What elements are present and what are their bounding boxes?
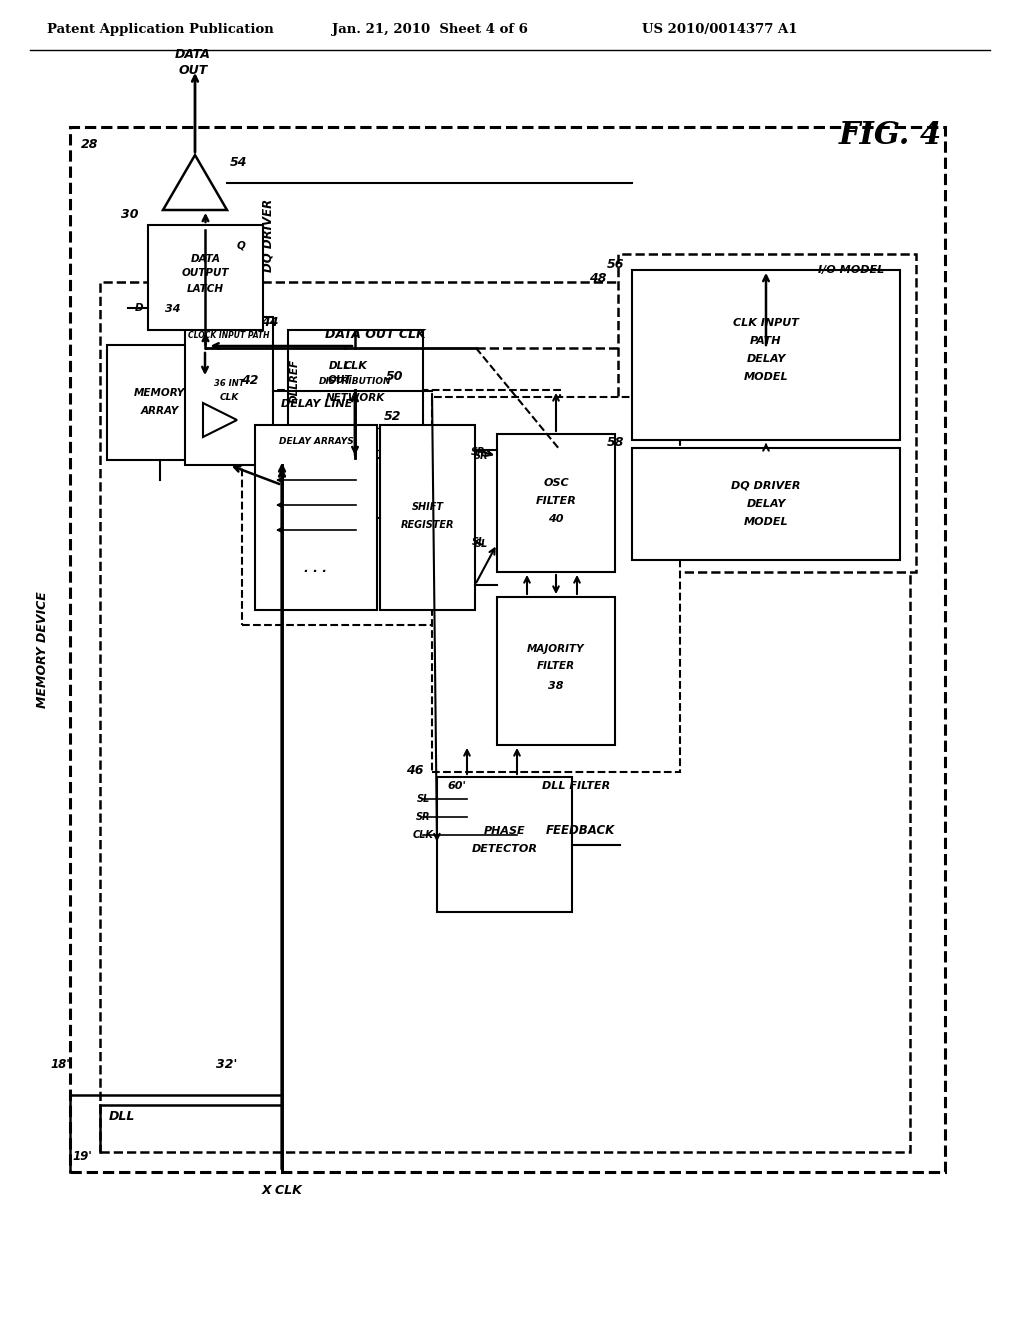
Text: 38: 38 (548, 681, 564, 690)
Text: 50: 50 (386, 370, 403, 383)
Text: MODEL: MODEL (743, 517, 788, 527)
Bar (242, 389, 560, 624)
Bar (148, 224, 263, 330)
Text: 28: 28 (81, 139, 98, 152)
Text: 30: 30 (121, 209, 138, 222)
Text: DISTRIBUTION: DISTRIBUTION (319, 378, 392, 387)
Text: US 2010/0014377 A1: US 2010/0014377 A1 (642, 24, 798, 37)
Text: SL: SL (417, 795, 430, 804)
Text: OUT: OUT (178, 63, 208, 77)
Bar (497, 597, 615, 744)
Text: DATA OUT CLK: DATA OUT CLK (325, 327, 425, 341)
Text: CLOCK INPUT PATH: CLOCK INPUT PATH (188, 330, 269, 339)
Text: SHIFT: SHIFT (412, 503, 443, 512)
Text: MAJORITY: MAJORITY (527, 644, 585, 653)
Text: SL: SL (471, 537, 484, 546)
Bar (288, 330, 423, 458)
Text: . . .: . . . (304, 561, 328, 574)
Text: ARRAY: ARRAY (140, 405, 178, 416)
Text: 32': 32' (216, 1059, 238, 1072)
Text: OUTPUT: OUTPUT (181, 268, 229, 279)
Text: DELAY ARRAYS: DELAY ARRAYS (279, 437, 353, 446)
Text: CLK: CLK (219, 392, 239, 401)
Text: DETECTOR: DETECTOR (471, 843, 538, 854)
Bar (380, 425, 475, 610)
Text: DLL FILTER: DLL FILTER (542, 781, 610, 791)
Text: DELAY LINE: DELAY LINE (282, 399, 352, 409)
Bar (70, 127, 945, 1172)
Bar (106, 345, 212, 459)
Text: DQ DRIVER: DQ DRIVER (731, 480, 801, 491)
Text: OSC: OSC (543, 478, 568, 488)
Bar (432, 397, 680, 772)
Text: CLK: CLK (413, 830, 433, 840)
Text: 46: 46 (407, 764, 424, 777)
Text: 52: 52 (384, 411, 401, 424)
Bar (437, 777, 572, 912)
Text: MEMORY DEVICE: MEMORY DEVICE (36, 591, 48, 708)
Text: 44: 44 (261, 315, 279, 329)
Text: FIG. 4: FIG. 4 (839, 120, 942, 150)
Bar (255, 425, 377, 610)
Bar (346, 428, 362, 450)
Text: Jan. 21, 2010  Sheet 4 of 6: Jan. 21, 2010 Sheet 4 of 6 (332, 24, 528, 37)
Text: FILTER: FILTER (537, 661, 575, 671)
Text: 42: 42 (242, 374, 259, 387)
Text: CLK: CLK (344, 360, 368, 371)
Text: OUT: OUT (328, 375, 352, 385)
Text: DATA: DATA (175, 49, 211, 62)
Text: NETWORK: NETWORK (326, 393, 385, 403)
Text: MODEL: MODEL (743, 372, 788, 381)
Bar (326, 428, 342, 450)
Bar (497, 434, 615, 572)
Text: SR: SR (471, 447, 485, 457)
Text: 54: 54 (230, 157, 248, 169)
Text: SL: SL (474, 539, 487, 549)
Text: MEMORY: MEMORY (134, 388, 185, 397)
Text: DLL: DLL (329, 360, 351, 371)
Text: I/O MODEL: I/O MODEL (818, 265, 884, 275)
Text: FILTER: FILTER (536, 496, 577, 506)
Text: DATA: DATA (190, 255, 220, 264)
Bar (632, 271, 900, 440)
Text: REGISTER: REGISTER (400, 520, 455, 531)
Text: 36 INT: 36 INT (214, 379, 245, 388)
Bar (185, 317, 273, 465)
Text: 60': 60' (447, 781, 467, 791)
Text: DLL: DLL (109, 1110, 135, 1123)
Bar (618, 253, 916, 572)
Text: 40: 40 (548, 513, 564, 524)
Text: X CLK: X CLK (261, 1184, 302, 1196)
Text: DQ DRIVER: DQ DRIVER (261, 198, 274, 272)
Bar (632, 447, 900, 560)
Text: DLLREF: DLLREF (290, 359, 300, 403)
Text: D: D (135, 304, 143, 313)
Text: SR: SR (474, 451, 488, 461)
Text: PHASE: PHASE (483, 825, 525, 836)
Text: LATCH: LATCH (187, 285, 224, 294)
Text: DELAY: DELAY (746, 354, 785, 364)
Text: 58: 58 (607, 436, 625, 449)
Text: 56: 56 (607, 257, 625, 271)
Bar (366, 428, 382, 450)
Text: FEEDBACK: FEEDBACK (546, 824, 614, 837)
Text: CLK INPUT: CLK INPUT (733, 318, 799, 327)
Bar (100, 282, 910, 1152)
Text: 18': 18' (50, 1059, 70, 1072)
Text: Q: Q (237, 240, 246, 249)
Text: Patent Application Publication: Patent Application Publication (47, 24, 273, 37)
Text: DELAY: DELAY (746, 499, 785, 510)
Text: 48: 48 (589, 272, 607, 285)
Text: 19': 19' (72, 1151, 92, 1163)
Text: PATH: PATH (751, 337, 781, 346)
Text: 34: 34 (165, 304, 181, 314)
Text: SR: SR (416, 812, 430, 822)
